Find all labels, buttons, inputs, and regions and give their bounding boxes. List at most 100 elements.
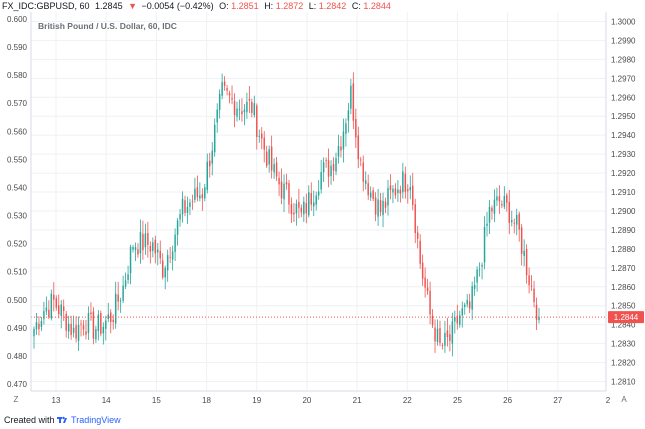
candle-body [48, 309, 50, 317]
footer: Created with TradingView [0, 412, 645, 429]
right-tick-label: 1.2940 [611, 131, 636, 140]
candle-body [525, 248, 528, 276]
left-tick-label: 0.550 [7, 155, 28, 164]
candle-body [181, 198, 184, 215]
right-tick-label: 1.2810 [611, 378, 636, 387]
right-tick-label: 1.2820 [611, 359, 636, 368]
tradingview-link[interactable]: TradingView [71, 415, 121, 425]
candle-body [157, 249, 159, 253]
candle-body [179, 214, 181, 220]
left-price-scale[interactable]: 0.600 0.590 0.580 0.570 0.560 0.550 0.540 0.530… [7, 15, 28, 389]
right-price-scale[interactable]: 1.3000 1.2990 1.2980 1.2970 1.2960 1.2950 1.29… [611, 17, 636, 386]
left-tick-label: 0.470 [7, 380, 28, 389]
candle-body [270, 146, 273, 171]
candle-body [335, 158, 337, 172]
candle-body [518, 213, 520, 230]
candle-body [387, 188, 389, 206]
time-tick-label: 15 [152, 396, 161, 405]
candle-body [265, 151, 268, 166]
candle-body [122, 285, 124, 301]
candle-body [114, 293, 117, 324]
candle-body [397, 189, 399, 193]
candle-body [513, 222, 515, 224]
candle-body [327, 160, 330, 177]
right-tick-label: 1.2840 [611, 321, 636, 330]
candle-body [342, 131, 345, 150]
candle-body [441, 344, 444, 346]
candle-body [347, 110, 350, 121]
left-tick-label: 0.570 [7, 99, 28, 108]
candle-body [372, 190, 374, 200]
candle-body [142, 233, 144, 251]
candle-body [491, 207, 493, 212]
time-tick-label: 22 [403, 396, 412, 405]
candle-body [379, 200, 382, 213]
candle-body [404, 173, 407, 192]
candle-body [511, 220, 513, 223]
candle-body [394, 188, 397, 196]
candle-body [127, 274, 129, 280]
candle-body [523, 250, 525, 257]
candle-body [80, 323, 82, 325]
candle-body [280, 181, 283, 199]
candle-body [90, 312, 92, 315]
high-label: H: [264, 1, 273, 11]
candle-body [85, 331, 87, 335]
candle-body [58, 305, 60, 315]
candle-body [189, 202, 191, 207]
time-tick-label: 2 [606, 396, 611, 405]
candle-body [65, 313, 67, 331]
candle-body [60, 304, 62, 316]
candle-body [35, 322, 38, 330]
time-scale[interactable]: 13 14 15 18 19 20 21 22 25 26 27 2 [52, 396, 611, 405]
candle-body [62, 306, 65, 312]
candle-body [429, 290, 431, 315]
candle-body [238, 109, 241, 110]
scale-button-left[interactable]: Z [14, 395, 19, 404]
candle-body [337, 145, 340, 157]
open-label: O: [219, 1, 229, 11]
left-tick-label: 0.590 [7, 43, 28, 52]
candle-body [164, 268, 166, 278]
left-tick-label: 0.600 [7, 15, 28, 24]
candle-body [166, 254, 169, 271]
tradingview-logo-icon [57, 416, 67, 423]
right-tick-label: 1.3000 [611, 17, 636, 26]
left-tick-label: 0.490 [7, 324, 28, 333]
candle-body [105, 320, 107, 329]
candle-body [137, 249, 139, 255]
candle-body [169, 256, 171, 258]
candle-body [218, 93, 221, 111]
high-value: 1.2872 [276, 1, 304, 11]
candle-body [67, 323, 70, 332]
candle-body [444, 332, 446, 346]
candle-body [209, 160, 211, 167]
candle-body [515, 215, 518, 225]
candle-body [161, 260, 164, 278]
time-tick-label: 20 [302, 396, 311, 405]
auto-scale-button[interactable]: A [621, 395, 627, 404]
candle-body [345, 123, 347, 134]
current-price-label: 1.2844 [614, 313, 639, 322]
candle-body [520, 227, 523, 254]
candlestick-chart[interactable]: 0.600 0.590 0.580 0.570 0.560 0.550 0.540 0.530… [0, 0, 645, 412]
candle-body [288, 183, 290, 205]
candle-body [154, 239, 157, 254]
time-tick-label: 13 [52, 396, 61, 405]
candle-body [392, 188, 394, 193]
candle-body [149, 245, 152, 252]
left-tick-label: 0.510 [7, 268, 28, 277]
right-tick-label: 1.2870 [611, 264, 636, 273]
header-text: FX_IDC:GBPUSD, 60 1.2845 ▼ −0.0054 (−0.4… [2, 1, 391, 11]
candle-body [196, 187, 199, 198]
last-price-value: 1.2845 [95, 1, 123, 11]
candle-body [506, 195, 508, 203]
candle-body [493, 199, 496, 214]
candle-body [389, 185, 392, 191]
candle-body [87, 313, 90, 334]
candle-body [369, 192, 372, 198]
candle-body [144, 233, 147, 248]
candle-body [206, 161, 209, 190]
candle-body [233, 101, 236, 116]
candle-body [132, 247, 134, 250]
